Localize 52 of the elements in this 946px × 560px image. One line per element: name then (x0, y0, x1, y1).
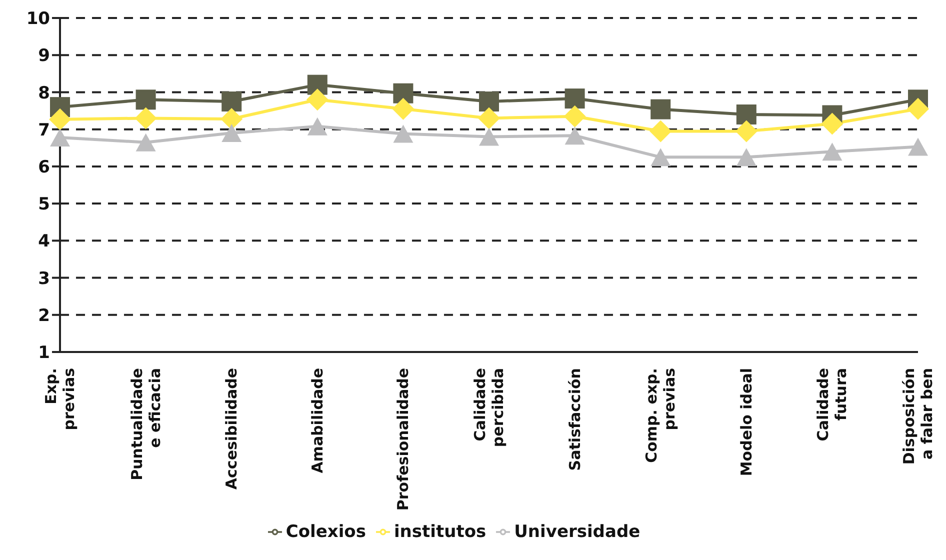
point (735, 120, 758, 142)
x-tick-label: Calidade futura (814, 368, 850, 442)
point (134, 107, 157, 130)
x-tick-label: Profesionalidade (394, 368, 412, 511)
y-tick-label: 5 (38, 194, 50, 215)
y-tick-label: 1 (38, 343, 50, 364)
x-tick-label: Satisfacción (566, 368, 584, 471)
point (479, 92, 499, 112)
point (564, 88, 585, 109)
point (306, 88, 328, 111)
point (136, 133, 156, 152)
point (908, 138, 928, 156)
y-tick-label: 2 (38, 306, 50, 326)
x-tick-label: Calidade percibida (471, 368, 507, 448)
point (307, 117, 328, 136)
y-tick-label: 4 (38, 232, 50, 252)
point (49, 108, 71, 130)
point (564, 126, 585, 145)
point (736, 148, 756, 166)
x-tick-label: Amabilidade (308, 368, 326, 474)
y-tick-label: 3 (38, 268, 50, 289)
point (736, 104, 756, 124)
point (650, 120, 672, 142)
point (822, 142, 842, 161)
point (650, 99, 671, 120)
legend-label: Universidade (514, 522, 640, 542)
y-tick-label: 9 (38, 46, 50, 66)
x-tick-label: Comp. exp. previas (642, 368, 679, 463)
point (907, 98, 929, 120)
point (393, 83, 414, 104)
y-tick-label: 6 (38, 157, 50, 178)
point (222, 124, 242, 142)
point (564, 105, 586, 128)
point (136, 90, 156, 110)
x-tick-label: Accesibilidade (222, 368, 241, 490)
point (478, 107, 500, 130)
point (220, 108, 243, 130)
point (392, 98, 414, 120)
point (222, 92, 242, 112)
y-tick-label: 7 (38, 120, 50, 140)
x-tick-label: Modelo ideal (737, 368, 756, 476)
point (479, 128, 499, 146)
point (393, 124, 414, 143)
legend-label: Colexios (286, 522, 366, 542)
x-tick-label: Exp. previas (42, 368, 78, 430)
legend-label: institutos (394, 522, 486, 542)
y-tick-label: 8 (38, 83, 50, 104)
y-tick-label: 10 (26, 9, 50, 30)
point (821, 112, 844, 135)
point (307, 74, 328, 95)
point (50, 128, 70, 146)
point (650, 148, 671, 166)
